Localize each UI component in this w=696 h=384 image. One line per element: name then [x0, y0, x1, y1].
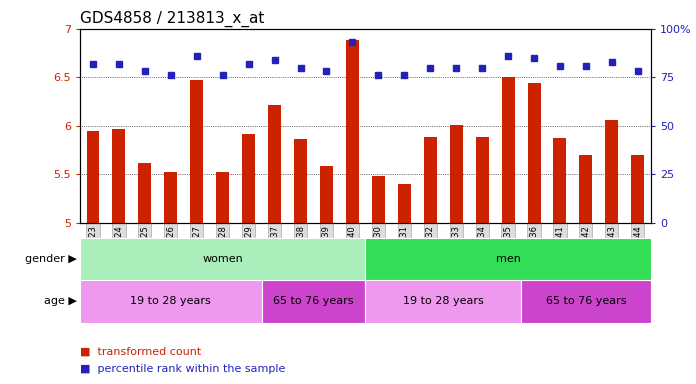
Bar [139, 162, 152, 223]
Bar [242, 134, 255, 223]
Bar [294, 139, 307, 223]
Bar [553, 138, 567, 223]
Bar [424, 137, 437, 223]
Text: ■  percentile rank within the sample: ■ percentile rank within the sample [80, 364, 285, 374]
Text: 19 to 28 years: 19 to 28 years [130, 296, 211, 306]
Bar [365, 238, 651, 280]
Bar [113, 129, 125, 223]
Bar [80, 238, 365, 280]
Bar [164, 172, 177, 223]
Bar [320, 167, 333, 223]
Bar [521, 280, 651, 323]
Text: GDS4858 / 213813_x_at: GDS4858 / 213813_x_at [80, 11, 264, 27]
Text: age ▶: age ▶ [44, 296, 77, 306]
Text: 65 to 76 years: 65 to 76 years [274, 296, 354, 306]
Text: women: women [203, 254, 243, 264]
Bar [86, 131, 100, 223]
Text: ■  transformed count: ■ transformed count [80, 346, 201, 356]
Bar [346, 40, 359, 223]
Text: 19 to 28 years: 19 to 28 years [403, 296, 484, 306]
Bar [372, 176, 385, 223]
Bar [365, 280, 521, 323]
Bar [80, 280, 262, 323]
Bar [528, 83, 541, 223]
Bar [502, 77, 514, 223]
Bar [606, 120, 618, 223]
Bar [216, 172, 229, 223]
Bar [398, 184, 411, 223]
Bar [262, 280, 365, 323]
Bar [190, 80, 203, 223]
Text: 65 to 76 years: 65 to 76 years [546, 296, 626, 306]
Bar [631, 155, 644, 223]
Text: gender ▶: gender ▶ [25, 254, 77, 264]
Bar [268, 105, 281, 223]
Bar [580, 155, 592, 223]
Text: men: men [496, 254, 521, 264]
Bar [450, 125, 463, 223]
Bar [475, 137, 489, 223]
